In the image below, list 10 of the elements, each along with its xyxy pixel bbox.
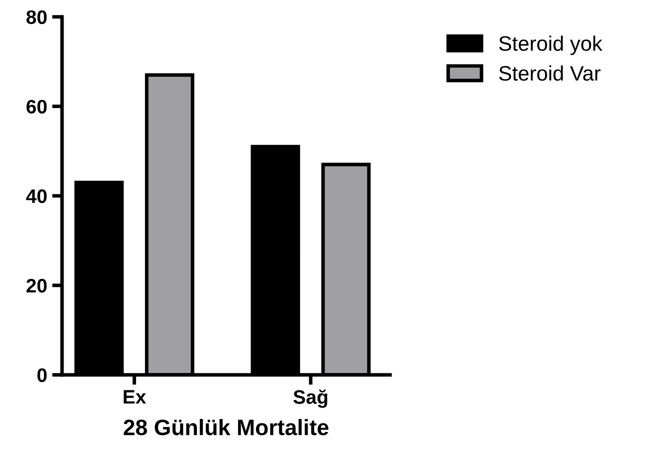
y-tick-label: 0: [37, 368, 47, 382]
y-tick-label: 20: [26, 278, 47, 293]
y-tick-label: 80: [26, 10, 47, 24]
x-axis-title: 28 Günlük Mortalite: [124, 418, 328, 436]
y-tick-label: 40: [26, 189, 47, 204]
y-tick-label: 60: [26, 100, 47, 114]
x-tick-label: Sağ: [293, 389, 328, 408]
legend-label: Steroid Var: [499, 65, 601, 81]
x-tick-label: Ex: [124, 390, 146, 404]
legend-label: Steroid yok: [499, 36, 602, 56]
